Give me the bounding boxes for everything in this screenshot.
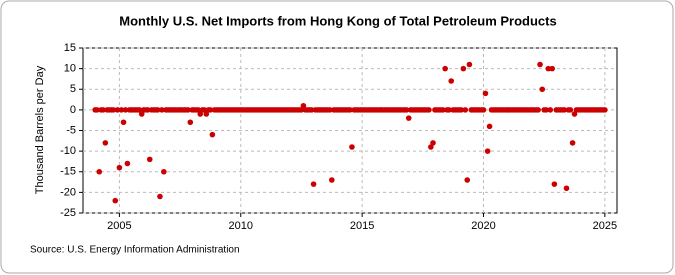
data-point — [569, 140, 576, 146]
data-point — [203, 111, 210, 117]
data-point — [308, 107, 315, 113]
data-point — [300, 102, 307, 109]
data-point — [602, 107, 608, 113]
data-point — [327, 107, 333, 113]
data-point — [185, 107, 191, 113]
data-point — [114, 107, 121, 113]
data-point — [145, 107, 151, 113]
data-point — [543, 107, 549, 113]
data-point — [440, 107, 446, 113]
y-tick-label: 0 — [70, 104, 76, 116]
x-tick-label: 2025 — [593, 220, 617, 232]
x-tick-label: 2020 — [471, 220, 495, 232]
data-point — [446, 107, 452, 113]
data-point — [207, 107, 214, 113]
x-tick-label: 2010 — [229, 220, 253, 232]
y-tick-label: -10 — [60, 145, 76, 157]
data-point — [442, 65, 448, 72]
data-point — [482, 90, 489, 97]
data-point — [547, 107, 554, 113]
data-point — [96, 168, 103, 175]
y-tick-label: -25 — [60, 207, 76, 219]
data-point — [430, 140, 436, 146]
data-point — [328, 177, 335, 183]
data-point — [209, 131, 216, 138]
data-point — [157, 193, 163, 200]
data-point — [110, 107, 117, 113]
data-point — [118, 107, 125, 113]
x-tick-label: 2015 — [350, 220, 374, 232]
data-point — [561, 107, 568, 113]
data-point — [102, 140, 109, 146]
y-tick-label: 10 — [64, 63, 76, 75]
x-tick-label: 2005 — [107, 220, 131, 232]
y-tick-label: -20 — [60, 186, 76, 198]
data-point — [136, 107, 143, 113]
data-point — [112, 197, 119, 204]
data-point — [349, 144, 355, 150]
data-point — [462, 107, 469, 113]
data-point — [484, 148, 491, 154]
data-point — [549, 65, 555, 72]
data-point — [535, 107, 541, 113]
data-point — [154, 107, 161, 113]
data-point — [124, 160, 131, 167]
data-point — [458, 107, 464, 113]
data-point — [161, 168, 167, 175]
y-tick-label: 5 — [70, 83, 76, 95]
data-point — [545, 65, 552, 72]
data-point — [448, 78, 455, 84]
data-point — [486, 123, 493, 130]
data-point — [122, 107, 129, 113]
data-point — [159, 107, 165, 113]
data-point — [464, 177, 471, 183]
chart-title: Monthly U.S. Net Imports from Hong Kong … — [119, 13, 556, 28]
data-point — [120, 119, 127, 126]
data-point — [116, 164, 123, 171]
data-point — [539, 86, 546, 93]
data-point — [466, 61, 473, 68]
data-point — [551, 181, 558, 187]
y-tick-label: 15 — [64, 42, 76, 54]
y-tick-label: -15 — [60, 166, 76, 178]
data-point — [403, 107, 410, 113]
data-point — [347, 107, 353, 113]
data-point — [426, 107, 432, 113]
data-point — [310, 181, 317, 187]
data-point — [428, 144, 434, 150]
data-point — [460, 65, 467, 72]
data-point — [563, 185, 570, 192]
data-point — [187, 119, 194, 126]
data-point — [197, 111, 204, 117]
data-point — [480, 107, 487, 113]
data-point — [405, 115, 412, 121]
data-point — [100, 107, 106, 113]
y-axis-label: Thousand Barrels per Day — [34, 65, 46, 194]
data-point — [146, 156, 153, 163]
data-point — [537, 61, 543, 68]
data-point — [94, 107, 100, 113]
y-tick-label: -5 — [66, 124, 76, 136]
source-note: Source: U.S. Energy Information Administ… — [30, 245, 240, 256]
data-point — [567, 107, 574, 113]
